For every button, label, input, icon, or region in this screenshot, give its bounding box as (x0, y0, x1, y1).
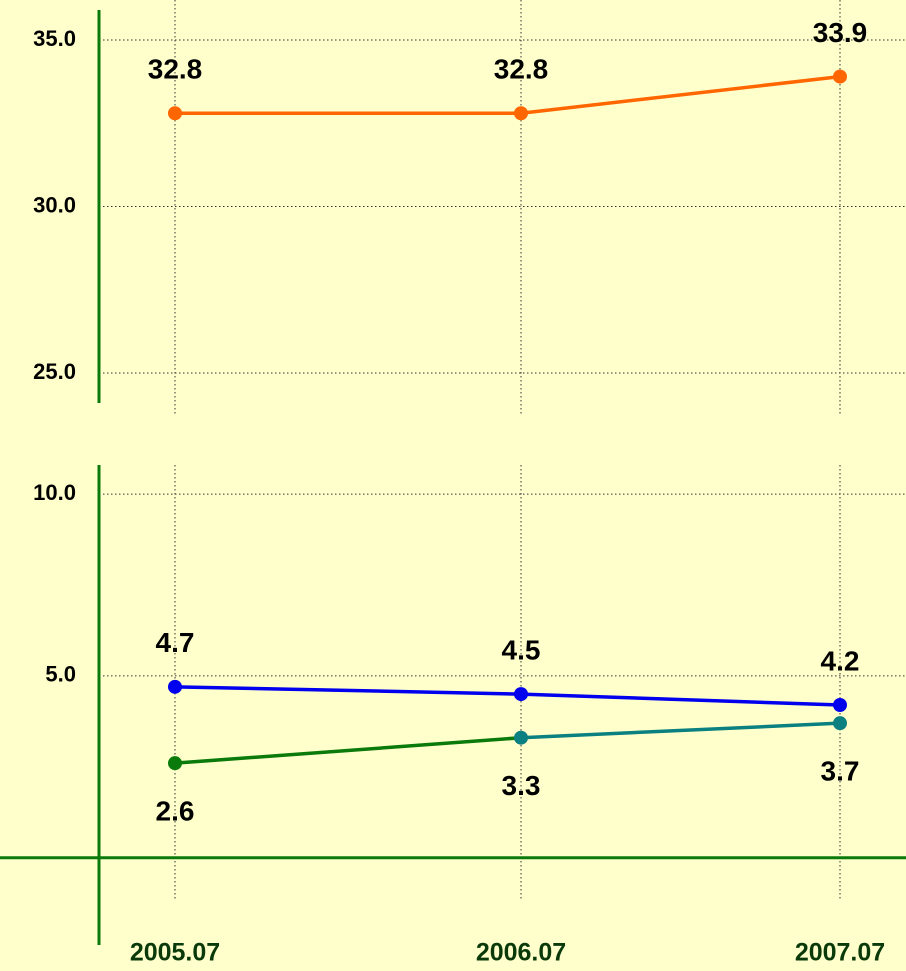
line-segment (174, 735, 522, 765)
value-label: 32.8 (494, 54, 549, 85)
value-label: 4.5 (502, 634, 541, 665)
y-tick-label: 35.0 (33, 26, 76, 51)
line-segment (174, 685, 522, 696)
point (833, 69, 847, 84)
y-tick-label: 10.0 (33, 480, 76, 505)
line-segment (520, 692, 841, 707)
line-segment (520, 74, 841, 115)
point (168, 756, 182, 771)
value-label: 4.7 (156, 627, 195, 658)
y-tick-label: 25.0 (33, 359, 76, 384)
point (514, 730, 528, 745)
value-label: 33.9 (813, 17, 868, 48)
y-tick-label: 30.0 (33, 192, 76, 217)
point (514, 687, 528, 702)
line-segment (520, 721, 841, 740)
point (514, 106, 528, 121)
value-label: 3.7 (821, 756, 860, 787)
point (833, 698, 847, 712)
value-label: 4.2 (821, 645, 860, 676)
x-tick-label: 2005.07 (130, 939, 220, 967)
value-label: 2.6 (156, 796, 195, 827)
point (168, 679, 182, 694)
value-label: 32.8 (148, 54, 203, 85)
point (833, 716, 847, 731)
x-tick-label: 2007.07 (795, 939, 885, 967)
point (168, 106, 182, 121)
y-tick-label: 5.0 (45, 662, 76, 687)
value-label: 3.3 (502, 770, 541, 801)
x-tick-label: 2006.07 (476, 939, 566, 967)
